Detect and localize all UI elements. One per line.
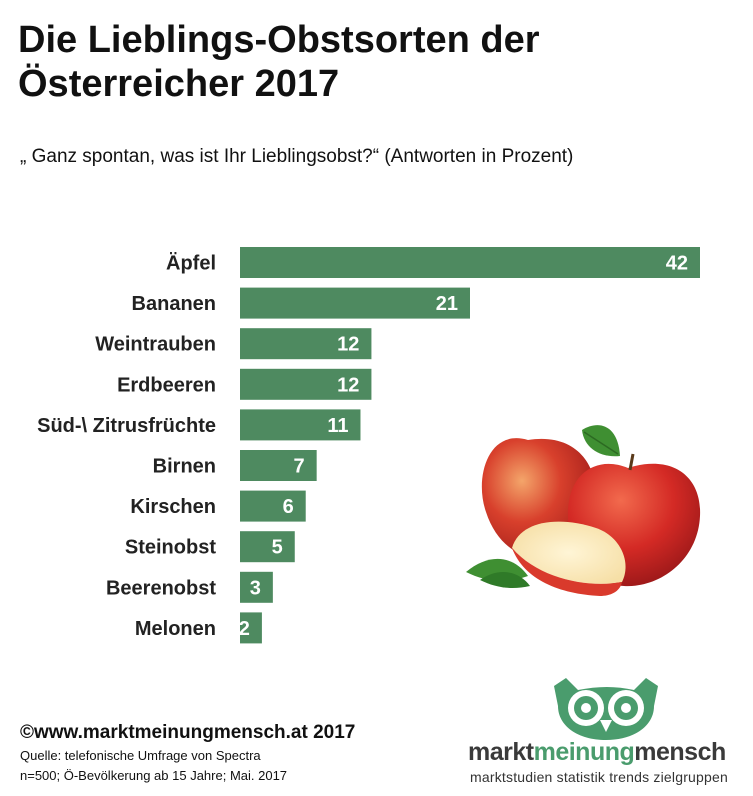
category-label: Steinobst <box>125 537 216 559</box>
source-line-2: n=500; Ö-Bevölkerung ab 15 Jahre; Mai. 2… <box>20 768 288 783</box>
bar <box>240 328 372 360</box>
category-label: Birnen <box>153 456 216 478</box>
category-label: Äpfel <box>166 252 216 275</box>
bar <box>240 571 273 603</box>
category-label: Kirschen <box>130 496 216 518</box>
value-label: 3 <box>250 577 261 599</box>
bar <box>240 612 262 644</box>
bar <box>240 368 372 400</box>
value-label: 42 <box>666 253 688 275</box>
category-label: Bananen <box>132 293 216 315</box>
bar <box>240 247 700 278</box>
owl-icon <box>554 678 658 740</box>
category-label: Süd-\ Zitrusfrüchte <box>37 415 216 437</box>
source-line-1: Quelle: telefonische Umfrage von Spectra <box>20 748 261 763</box>
category-label: Melonen <box>135 618 216 640</box>
bar <box>240 531 295 563</box>
copyright-text: ©www.marktmeinungmensch.at 2017 <box>20 722 356 743</box>
value-label: 12 <box>337 334 359 356</box>
chart-title: Die Lieblings-Obstsorten der Österreiche… <box>18 19 540 105</box>
bar <box>240 490 306 522</box>
logo-word-meinung: meinung <box>533 738 635 766</box>
logo-word-markt: markt <box>468 738 534 766</box>
apples-illustration <box>466 425 701 596</box>
value-label: 6 <box>283 496 294 518</box>
value-label: 11 <box>327 415 348 437</box>
value-label: 12 <box>337 374 359 396</box>
chart-subtitle: „ Ganz spontan, was ist Ihr Lieblingsobs… <box>20 146 574 167</box>
category-label: Erdbeeren <box>117 374 216 396</box>
category-label: Weintrauben <box>95 334 216 356</box>
value-label: 21 <box>436 293 458 315</box>
value-label: 7 <box>294 456 305 478</box>
value-label: 5 <box>272 537 283 559</box>
bar <box>240 450 317 481</box>
category-label: Beerenobst <box>106 577 216 599</box>
value-label: 2 <box>239 618 250 640</box>
bar <box>240 287 470 319</box>
bar <box>240 409 361 441</box>
brand-logo: marktmeinungmensch marktstudien statisti… <box>468 674 743 789</box>
logo-word-mensch: mensch <box>634 738 726 766</box>
logo-tagline: marktstudien statistik trends zielgruppe… <box>470 769 728 785</box>
logo-wordmark: marktmeinungmensch <box>468 738 726 767</box>
